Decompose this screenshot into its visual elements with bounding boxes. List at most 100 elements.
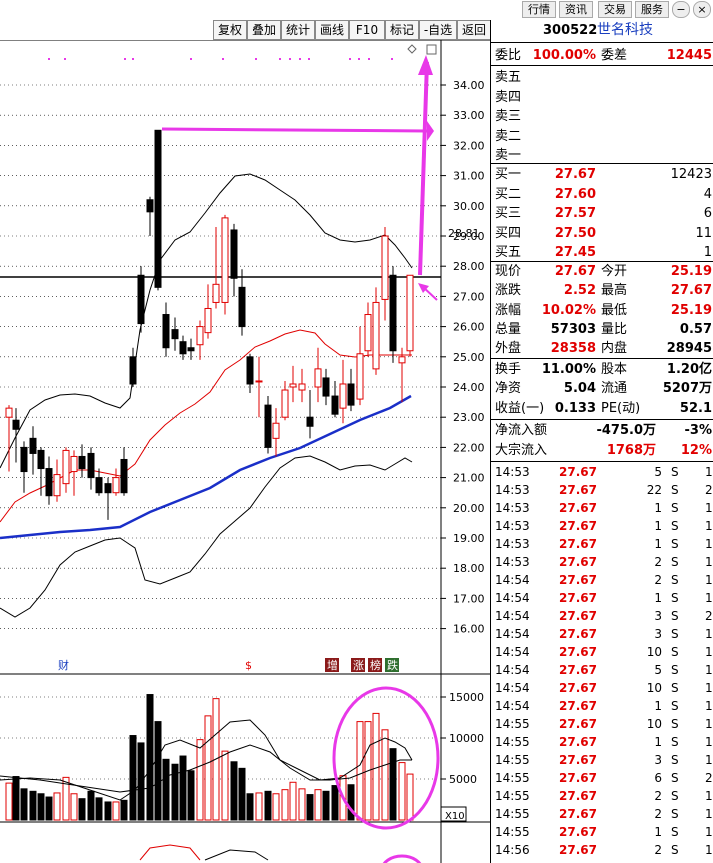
draw-line-button[interactable]: 画线 [315,20,349,40]
marker-bang[interactable]: 榜 [370,658,381,672]
volume-bar [255,792,263,821]
current-price-label: 28.81 [448,227,480,240]
price-tick-label: 28.00 [453,260,485,273]
volume-bar [146,694,154,821]
volume-bar [5,782,13,821]
volume-bar [37,793,45,821]
candle-up [53,474,61,497]
volume-bar [78,798,86,821]
volume-bar [187,770,195,821]
menu-service[interactable]: 服务 [635,1,669,18]
volume-bar [154,721,162,821]
candle-down [306,416,314,427]
volume-tick-label: 10000 [449,732,484,745]
volume-bar [95,797,103,821]
marker-die[interactable]: 跌 [387,658,398,672]
tick-row: 14:55 27.67 1 S 1 [495,825,713,839]
quote-row: 换手 11.00% 股本 1.20亿 [495,362,712,377]
volume-tick-label: 15000 [449,691,484,704]
volume-bar [87,790,95,821]
stock-title: 300522 世名科技 [491,20,713,41]
mark-button[interactable]: 标记 [385,20,419,40]
candle-up [62,449,70,485]
tick-row: 14:55 27.67 2 S 1 [495,789,713,803]
marker-cai[interactable]: 财 [58,658,69,672]
candle-down [171,329,179,340]
volume-bar [204,715,212,821]
volume-bar [230,761,238,821]
price-tick-label: 19.00 [453,532,485,545]
marker-zeng-bg [325,658,339,672]
buy-level-row: 买四 27.50 11 [495,225,712,241]
back-button[interactable]: 返回 [457,20,491,40]
quote-row: 总量 57303 量比 0.57 [495,321,712,337]
candle-up [221,217,229,303]
volume-bar [238,767,246,821]
f10-button[interactable]: F10 [349,20,385,40]
candle-up [406,274,414,352]
boll-upper-line [0,173,413,469]
price-tick-label: 34.00 [453,79,485,92]
menu-news[interactable]: 资讯 [559,1,593,18]
overlay-button[interactable]: 叠加 [247,20,281,40]
menu-quotes[interactable]: 行情 [522,1,556,18]
quote-row: 收益(一) 0.133 PE(动) 52.1 [495,400,712,416]
volume-bar [62,776,70,821]
tick-row: 14:53 27.67 1 S 1 [495,501,713,515]
boll-mid-line [0,329,412,523]
annotation-ellipse [332,686,440,830]
tick-row: 14:53 27.67 5 S 1 [495,465,713,479]
candle-down [179,341,187,355]
candle-up [289,383,297,388]
candle-up [364,314,372,352]
volume-bar [45,796,53,821]
marker-zhang[interactable]: 涨 [353,659,364,672]
candle-down [264,404,272,448]
diamond-icon [407,44,417,54]
candle-down [78,455,86,470]
marker-s[interactable]: $ [245,659,252,672]
candle-down [12,419,20,430]
marker-zeng[interactable]: 增 [327,658,338,672]
volume-bar [162,758,170,821]
candle-down [246,356,254,385]
close-button[interactable]: × [693,1,711,18]
volume-bar [398,762,406,821]
quote-row: 净资 5.04 流通 5207万 [495,381,712,397]
volume-bar [406,773,414,821]
candle-up [5,407,13,418]
volume-bar [104,801,112,821]
fuquan-button[interactable]: 复权 [213,20,247,40]
candle-down [87,452,95,479]
candle-down [389,274,397,352]
tick-row: 14:53 27.67 1 S 1 [495,537,713,551]
price-tick-label: 18.00 [453,562,485,575]
volume-bar [281,789,289,821]
stats-button[interactable]: 统计 [281,20,315,40]
candle-down [137,274,145,325]
price-tick-label: 17.00 [453,592,485,605]
tick-row: 14:54 27.67 3 S 2 [495,609,713,623]
price-tick-label: 16.00 [453,623,485,636]
menu-trade[interactable]: 交易 [598,1,632,18]
volume-axis-ticks: 15000 10000 5000 [441,691,484,786]
buy-level-row: 买二 27.60 4 [495,186,712,202]
panel-toggle-icon [426,44,437,55]
price-tick-label: 21.00 [453,472,485,485]
kline-chart[interactable]: 34.00 33.00 32.00 31.00 30.00 29.00 28.00 27.00… [0,40,490,863]
sell-level-row: 卖五 [495,70,522,85]
price-tick-label: 31.00 [453,170,485,183]
price-tick-label: 30.00 [453,200,485,213]
quote-row: 涨幅 10.02% 最低 25.19 [495,302,712,318]
candle-down [37,449,45,470]
price-tick-label: 22.00 [453,441,485,454]
add-watchlist-button[interactable]: -自选 [419,20,457,40]
vol-ma10-line [0,744,412,793]
quote-row: 现价 27.67 今开 25.19 [495,264,712,279]
minimize-button[interactable]: − [672,1,690,18]
stock-name: 世名科技 [597,22,653,38]
vol-ma5-line [0,719,413,801]
volume-bar [289,781,297,821]
volume-bar [120,799,128,821]
candle-up [272,422,280,439]
